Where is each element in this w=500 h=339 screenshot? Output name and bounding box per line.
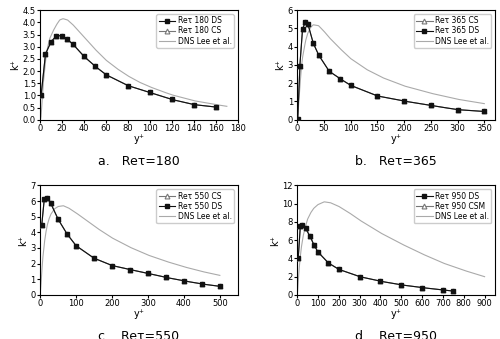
X-axis label: y⁺: y⁺ bbox=[390, 134, 402, 144]
Legend: Reτ 950 DS, Reτ 950 CSM, DNS Lee et al.: Reτ 950 DS, Reτ 950 CSM, DNS Lee et al. bbox=[414, 189, 491, 223]
X-axis label: y⁺: y⁺ bbox=[390, 310, 402, 319]
Legend: Reτ 550 CS, Reτ 550 DS, DNS Lee et al.: Reτ 550 CS, Reτ 550 DS, DNS Lee et al. bbox=[156, 189, 234, 223]
Y-axis label: k⁺: k⁺ bbox=[275, 59, 285, 71]
Y-axis label: k⁺: k⁺ bbox=[10, 59, 20, 71]
Text: c.   Reτ=550: c. Reτ=550 bbox=[98, 330, 180, 339]
Y-axis label: k⁺: k⁺ bbox=[18, 235, 28, 246]
Text: b.   Reτ=365: b. Reτ=365 bbox=[355, 155, 437, 168]
Legend: Reτ 180 DS, Reτ 180 CS, DNS Lee et al.: Reτ 180 DS, Reτ 180 CS, DNS Lee et al. bbox=[156, 14, 234, 48]
X-axis label: y⁺: y⁺ bbox=[134, 310, 144, 319]
X-axis label: y⁺: y⁺ bbox=[134, 134, 144, 144]
Y-axis label: k⁺: k⁺ bbox=[270, 235, 280, 246]
Text: d.   Reτ=950: d. Reτ=950 bbox=[355, 330, 437, 339]
Text: a.   Reτ=180: a. Reτ=180 bbox=[98, 155, 180, 168]
Legend: Reτ 365 CS, Reτ 365 DS, DNS Lee et al.: Reτ 365 CS, Reτ 365 DS, DNS Lee et al. bbox=[414, 14, 491, 48]
